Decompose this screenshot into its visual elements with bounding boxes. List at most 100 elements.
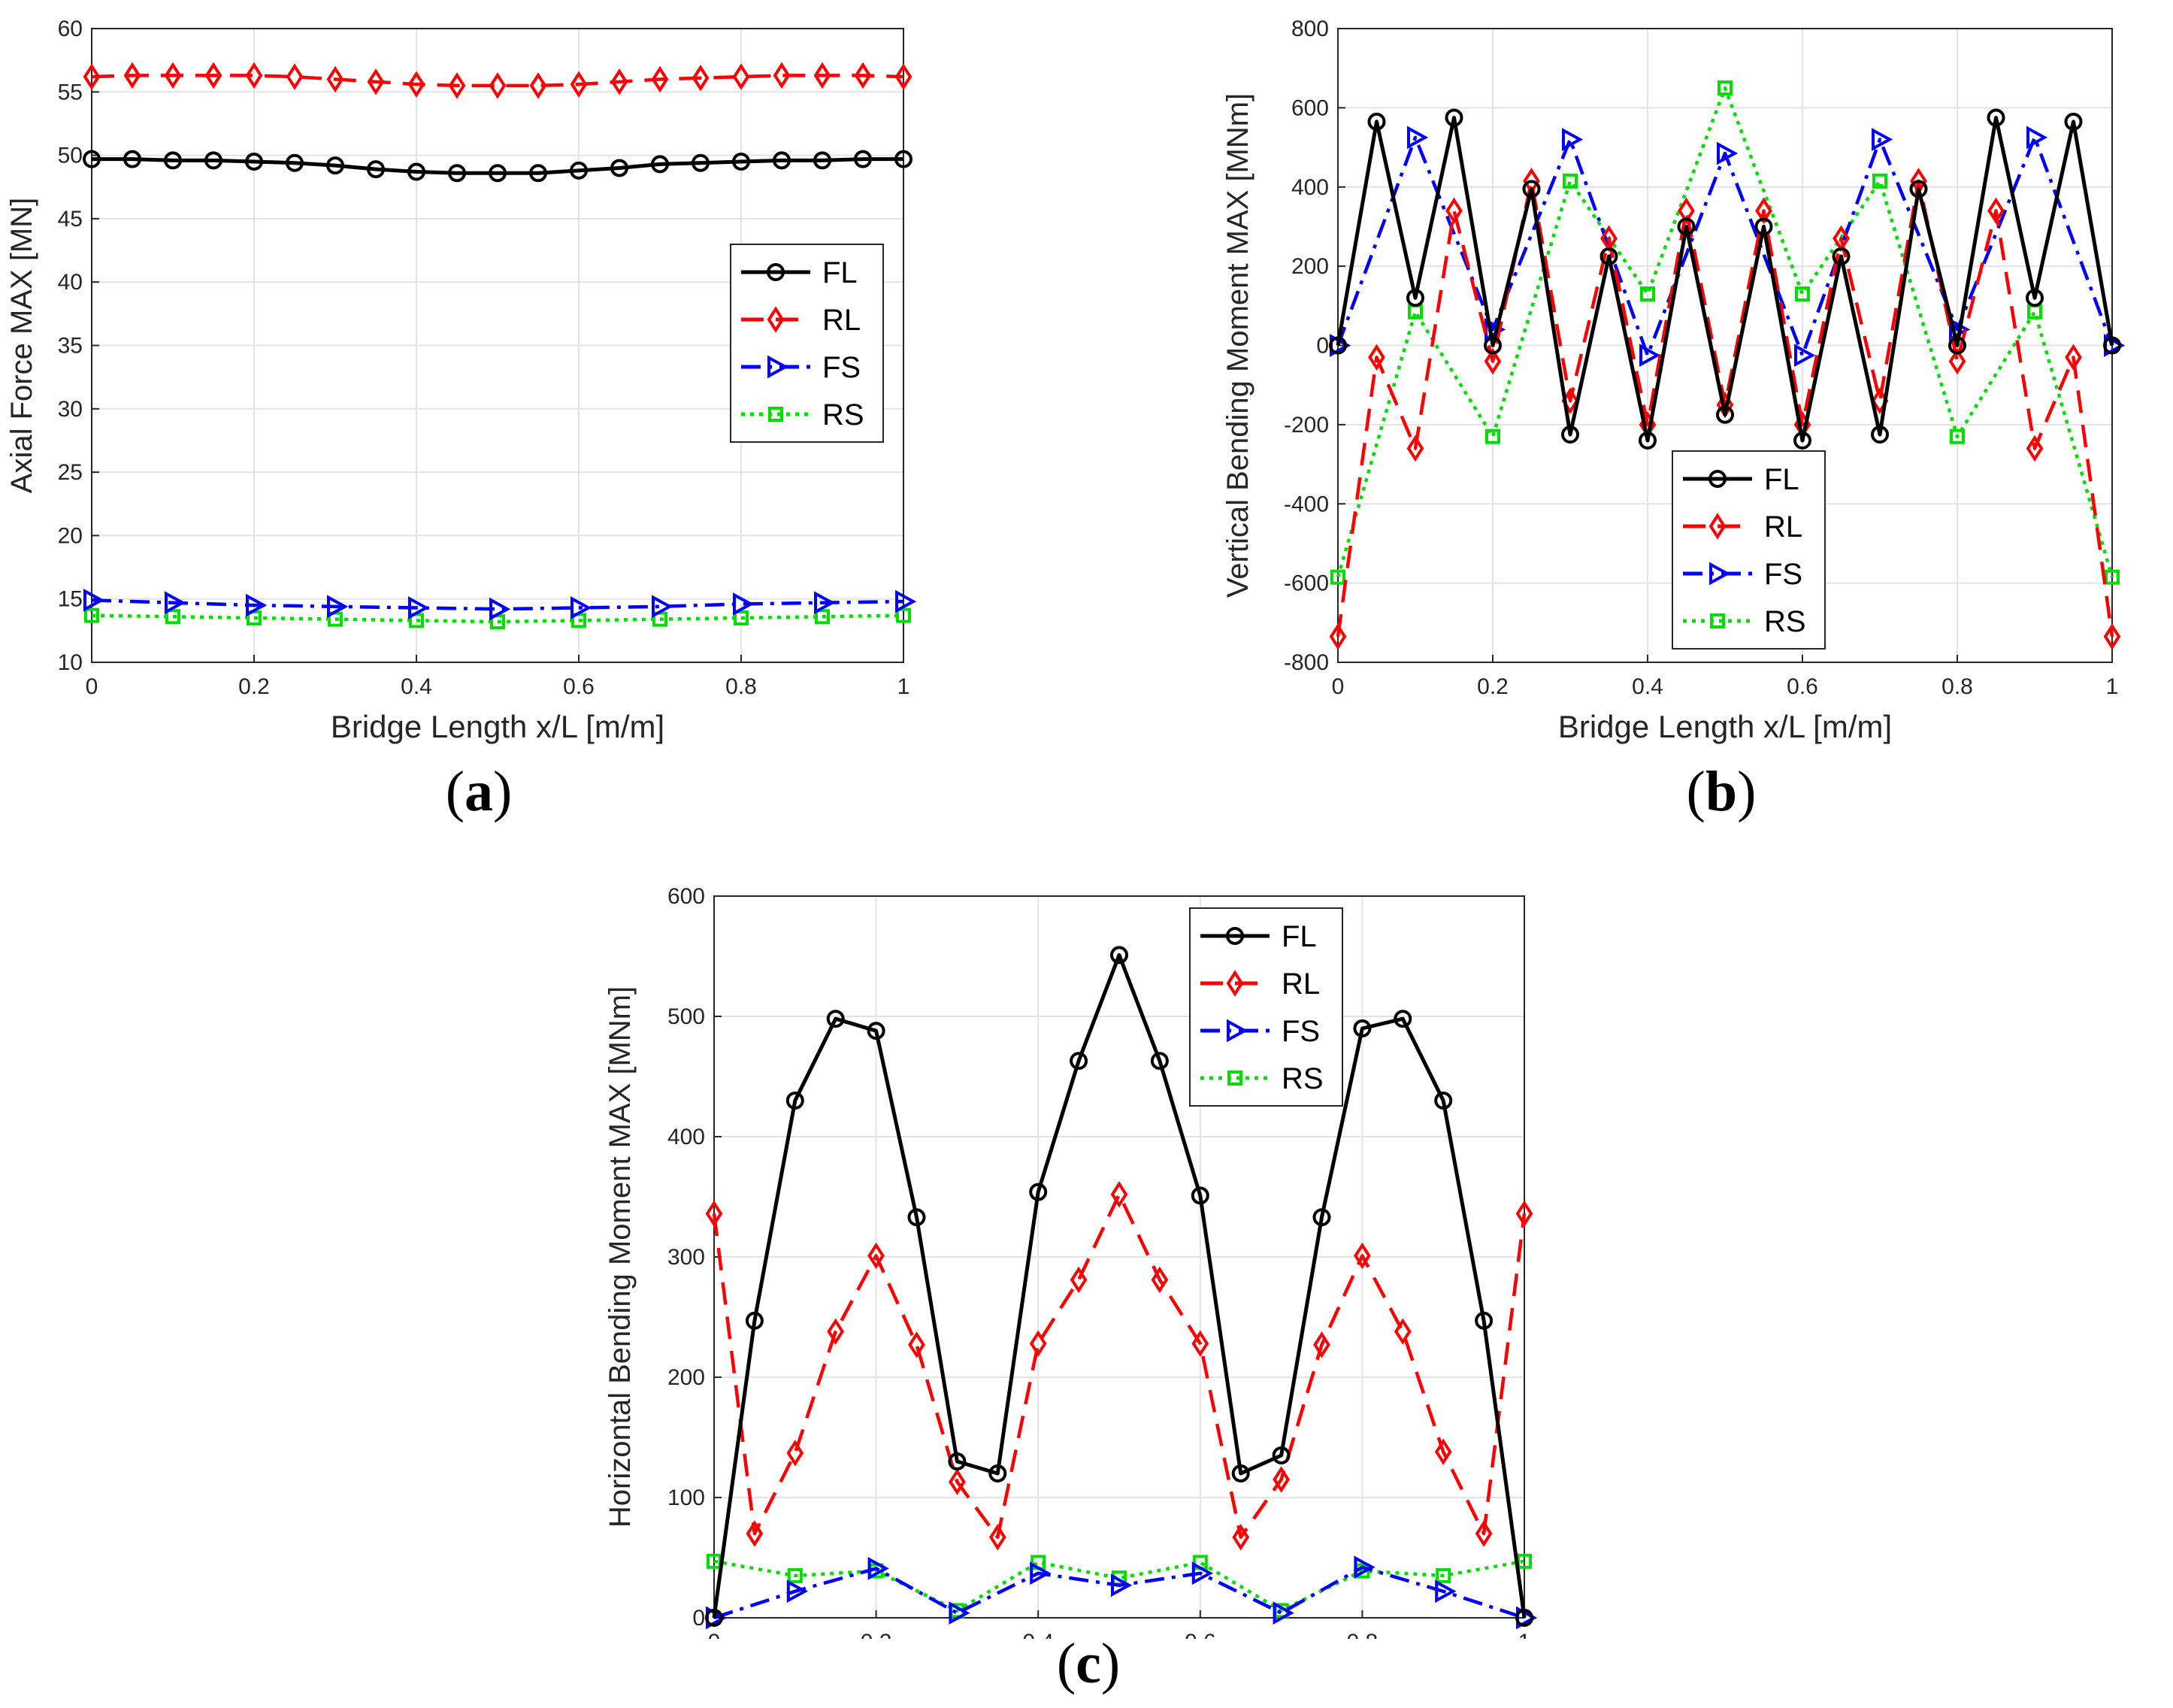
point-fl bbox=[1353, 1019, 1372, 1037]
point-fs bbox=[814, 591, 836, 615]
point-fl bbox=[988, 1464, 1007, 1482]
point-rl bbox=[827, 1318, 845, 1345]
point-fs bbox=[652, 595, 673, 619]
point-fs bbox=[327, 595, 349, 619]
y-tick-label: 400 bbox=[667, 1125, 705, 1149]
point-fl bbox=[1110, 946, 1128, 965]
x-tick-label: 0.8 bbox=[1941, 674, 1973, 699]
point-fs bbox=[1111, 1573, 1133, 1597]
point-rl bbox=[1191, 1330, 1209, 1357]
point-fs bbox=[1562, 128, 1584, 151]
point-fs bbox=[1191, 1561, 1213, 1585]
point-fl bbox=[1445, 108, 1463, 127]
legend-label-fl: FL bbox=[1764, 463, 1799, 496]
point-rs bbox=[165, 609, 180, 625]
point-fl bbox=[1793, 431, 1811, 450]
ticks: 0 0.2 0.4 0.6 0.8 1 -800 -600 -400 -200 0 200 400 600… bbox=[1284, 17, 2118, 699]
point-rl bbox=[245, 62, 263, 89]
point-fl bbox=[1515, 1609, 1533, 1627]
point-fs bbox=[786, 1579, 808, 1604]
point-rl bbox=[489, 72, 507, 99]
series-fl bbox=[705, 946, 1533, 1627]
caption-b: (b) bbox=[1686, 760, 1757, 823]
x-tick-label: 0.6 bbox=[563, 674, 595, 699]
point-fl bbox=[204, 151, 222, 170]
point-rl bbox=[1445, 197, 1463, 225]
point-fl bbox=[745, 1311, 764, 1330]
point-fl bbox=[813, 151, 831, 170]
series-rl bbox=[83, 62, 912, 99]
legend-marker-rs bbox=[768, 407, 783, 422]
y-tick-label: 55 bbox=[58, 80, 83, 104]
point-fl bbox=[407, 162, 425, 181]
chart-c: 00.20.40.60.810100200300400500600Bridge … bbox=[604, 884, 1538, 1639]
point-rl bbox=[1313, 1331, 1330, 1358]
series-line-rl bbox=[91, 74, 904, 88]
point-rl bbox=[286, 63, 304, 90]
series-line-rl bbox=[1336, 179, 2114, 637]
point-fl bbox=[1406, 289, 1424, 307]
point-rs bbox=[1950, 429, 1965, 444]
point-fl bbox=[1677, 217, 1696, 236]
legend-marker-fl bbox=[767, 263, 785, 281]
point-fs bbox=[1030, 1561, 1052, 1585]
point-fl bbox=[948, 1452, 967, 1470]
point-fs bbox=[733, 592, 755, 616]
y-tick-label: 10 bbox=[58, 650, 83, 675]
legend-label-rs: RS bbox=[822, 398, 864, 432]
series-line-rs bbox=[91, 613, 904, 624]
y-tick-label: 0 bbox=[1316, 334, 1329, 359]
x-tick-label: 0.8 bbox=[725, 674, 757, 699]
legend-marker-rl bbox=[767, 306, 785, 333]
point-fs bbox=[83, 589, 105, 612]
legend-marker-fl bbox=[1708, 470, 1727, 488]
point-fl bbox=[705, 1609, 723, 1627]
point-fl bbox=[1191, 1186, 1209, 1205]
point-rl bbox=[1475, 1520, 1493, 1547]
point-rl bbox=[123, 62, 141, 89]
y-tick-label: 50 bbox=[58, 144, 83, 168]
point-fl bbox=[164, 151, 182, 170]
point-rl bbox=[367, 68, 385, 95]
legend-box bbox=[730, 244, 884, 443]
point-fl bbox=[1367, 112, 1386, 131]
point-fl bbox=[1272, 1446, 1291, 1464]
point-fl bbox=[651, 155, 669, 174]
point-fl bbox=[732, 153, 750, 171]
point-rl bbox=[1110, 1181, 1128, 1208]
point-fl bbox=[1987, 108, 2005, 127]
point-rl bbox=[204, 62, 222, 89]
point-fs bbox=[408, 596, 430, 619]
y-tick-label: 60 bbox=[58, 17, 83, 41]
point-fl bbox=[1029, 1183, 1048, 1201]
point-rl bbox=[1354, 1242, 1371, 1270]
y-tick-label: -400 bbox=[1284, 492, 1329, 516]
point-rl bbox=[1515, 1200, 1533, 1228]
x-axis-label: Bridge Length x/L [m/m] bbox=[1558, 709, 1892, 744]
point-rl bbox=[1329, 623, 1347, 650]
point-fs bbox=[570, 596, 592, 619]
point-rl bbox=[326, 65, 344, 93]
point-fl bbox=[1909, 180, 1928, 198]
legend-marker-rl bbox=[1226, 970, 1244, 997]
point-fs bbox=[949, 1601, 970, 1625]
point-rl bbox=[1406, 435, 1424, 462]
point-fs bbox=[489, 597, 511, 621]
point-rl bbox=[407, 71, 425, 98]
point-rl bbox=[1394, 1318, 1412, 1345]
point-fl bbox=[1070, 1052, 1088, 1071]
y-tick-label: 400 bbox=[1291, 175, 1329, 200]
series-fs bbox=[83, 589, 917, 621]
legend: FL RL FS RS bbox=[730, 244, 884, 443]
point-rs bbox=[815, 609, 830, 625]
legend-marker-fl bbox=[1226, 927, 1244, 945]
series-fl bbox=[1329, 108, 2121, 450]
y-tick-label: 500 bbox=[667, 1004, 705, 1029]
point-rl bbox=[908, 1331, 925, 1358]
point-fl bbox=[1484, 336, 1502, 355]
point-rl bbox=[1434, 1438, 1452, 1465]
ticks: 0 0.2 0.4 0.6 0.8 1 10 15 20 25 30 35 40 45 50 55 60 bbox=[58, 17, 910, 699]
point-fl bbox=[1871, 425, 1889, 444]
point-fl bbox=[867, 1022, 885, 1040]
point-fs bbox=[1435, 1579, 1457, 1604]
